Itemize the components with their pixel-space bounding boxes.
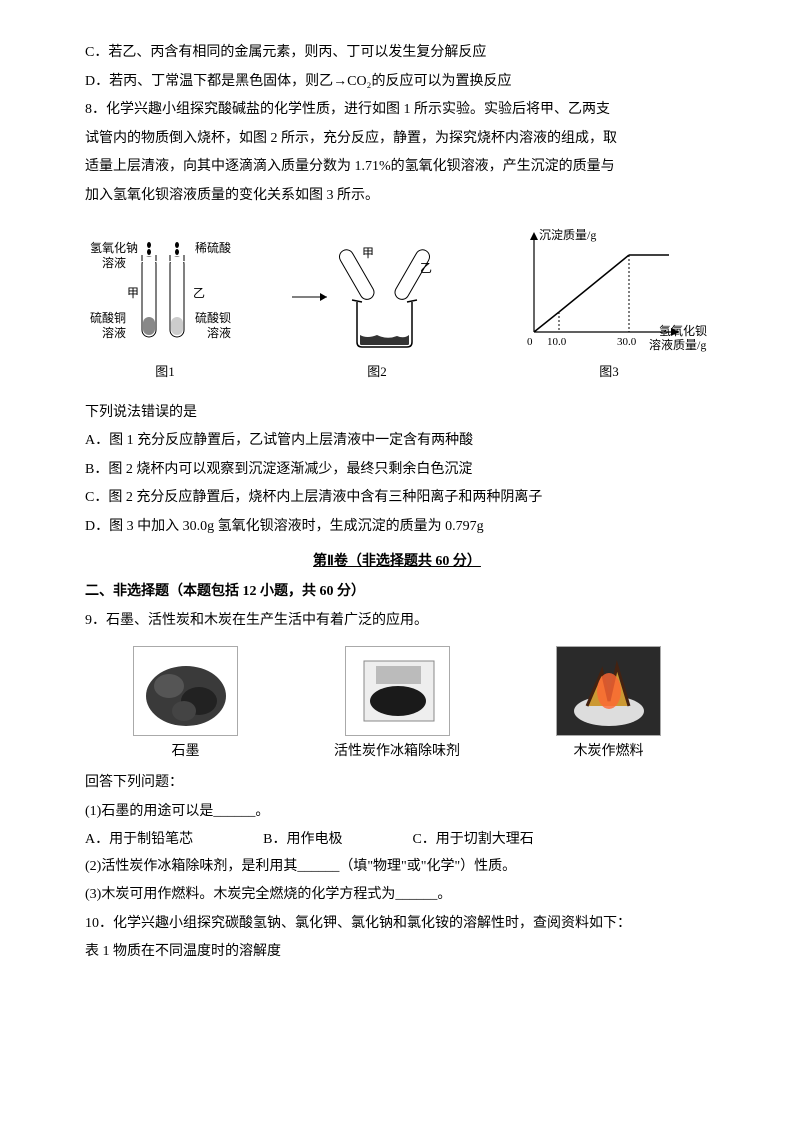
figure-1: 氢氧化钠 溶液 稀硫酸 甲 乙 硫酸铜 溶液 硫酸钡 溶液 [85, 227, 245, 385]
q9-1a: A．用于制铅笔芯 [85, 827, 193, 854]
q10-1: 10．化学兴趣小组探究碳酸氢钠、氯化钾、氯化钠和氯化铵的溶解性时，查阅资料如下： [85, 911, 709, 938]
q8-line4: 加入氢氧化钡溶液质量的变化关系如图 3 所示。 [85, 183, 709, 210]
option-c: C．若乙、丙含有相同的金属元素，则丙、丁可以发生复分解反应 [85, 40, 709, 67]
q8-line1: 8．化学兴趣小组探究酸碱盐的化学性质，进行如图 1 所示实验。实验后将甲、乙两支 [85, 97, 709, 124]
figure-2: 甲 乙 图2 [292, 227, 462, 385]
figure-3: 沉淀质量/g 0 10.0 30.0 氢氧化钡 溶液质量/g 图3 [509, 227, 709, 385]
fig1-yi: 乙 [193, 286, 205, 300]
q9-text: 9．石墨、活性炭和木炭在生产生活中有着广泛的应用。 [85, 608, 709, 635]
fig2-jia: 甲 [362, 246, 374, 260]
fig3-svg: 沉淀质量/g 0 10.0 30.0 氢氧化钡 溶液质量/g [509, 227, 709, 357]
q9-1c: C．用于切割大理石 [412, 827, 533, 854]
q8-line3: 适量上层清液，向其中逐滴滴入质量分数为 1.71%的氢氧化钡溶液，产生沉淀的质量… [85, 154, 709, 181]
img-item-2: 活性炭作冰箱除味剂 [334, 646, 460, 766]
fig3-x1: 10.0 [547, 336, 567, 348]
q9-1b: B．用作电极 [263, 827, 342, 854]
answer-prompt: 回答下列问题： [85, 770, 709, 797]
fig3-ylabel: 沉淀质量/g [539, 228, 596, 242]
fig3-xlabel1: 氢氧化钡 [659, 323, 707, 338]
q9-1-options: A．用于制铅笔芯 B．用作电极 C．用于切割大理石 [85, 827, 709, 854]
q8-optB: B．图 2 烧杯内可以观察到沉淀逐渐减少，最终只剩余白色沉淀 [85, 457, 709, 484]
fig2-label: 图2 [367, 360, 387, 385]
fig1-label: 图1 [155, 360, 175, 385]
q8-optD: D．图 3 中加入 30.0g 氢氧化钡溶液时，生成沉淀的质量为 0.797g [85, 514, 709, 541]
q8-line2: 试管内的物质倒入烧杯，如图 2 所示，充分反应，静置，为探究烧杯内溶液的组成，取 [85, 126, 709, 153]
fig1-cuso4-2: 溶液 [102, 325, 126, 340]
fig3-label: 图3 [599, 360, 619, 385]
img1-label: 石墨 [172, 739, 200, 766]
option-d: D．若丙、丁常温下都是黑色固体，则乙→CO₂的反应可以为置换反应 [85, 69, 709, 96]
img2-label: 活性炭作冰箱除味剂 [334, 739, 460, 766]
img-item-1: 石墨 [133, 646, 238, 766]
fig2-yi: 乙 [420, 261, 432, 275]
fig1-svg: 氢氧化钠 溶液 稀硫酸 甲 乙 硫酸铜 溶液 硫酸钡 溶液 [85, 227, 245, 357]
diagram-row: 氢氧化钠 溶液 稀硫酸 甲 乙 硫酸铜 溶液 硫酸钡 溶液 [85, 225, 709, 385]
fig1-naoh-2: 溶液 [102, 255, 126, 270]
q9-1: (1)石墨的用途可以是______。 [85, 799, 709, 826]
fig1-cuso4-1: 硫酸铜 [90, 310, 126, 325]
img3-label: 木炭作燃料 [574, 739, 644, 766]
part2-title: 第Ⅱ卷（非选择题共 60 分） [85, 549, 709, 576]
q9-3: (3)木炭可用作燃料。木炭完全燃烧的化学方程式为______。 [85, 882, 709, 909]
fig1-baso4-2: 溶液 [207, 325, 231, 340]
fig2-svg: 甲 乙 [292, 227, 462, 357]
img-graphite [133, 646, 238, 736]
q9-2: (2)活性炭作冰箱除味剂，是利用其______（填"物理"或"化学"）性质。 [85, 854, 709, 881]
img-charcoal [556, 646, 661, 736]
q8-optA: A．图 1 充分反应静置后，乙试管内上层清液中一定含有两种酸 [85, 428, 709, 455]
q10-2: 表 1 物质在不同温度时的溶解度 [85, 939, 709, 966]
fig1-jia: 甲 [127, 286, 139, 300]
fig3-xlabel2: 溶液质量/g [649, 337, 706, 352]
img-item-3: 木炭作燃料 [556, 646, 661, 766]
part2-subtitle: 二、非选择题（本题包括 12 小题，共 60 分） [85, 579, 709, 606]
fig3-zero: 0 [527, 336, 533, 348]
fig3-x2: 30.0 [617, 336, 637, 348]
img-carbon [345, 646, 450, 736]
fig1-naoh-1: 氢氧化钠 [90, 240, 138, 255]
image-row: 石墨 活性炭作冰箱除味剂 木炭作燃料 [85, 646, 709, 766]
wrong-statement: 下列说法错误的是 [85, 400, 709, 427]
fig1-baso4-1: 硫酸钡 [195, 310, 231, 325]
q8-optC: C．图 2 充分反应静置后，烧杯内上层清液中含有三种阳离子和两种阴离子 [85, 485, 709, 512]
fig1-h2so4: 稀硫酸 [195, 240, 231, 255]
